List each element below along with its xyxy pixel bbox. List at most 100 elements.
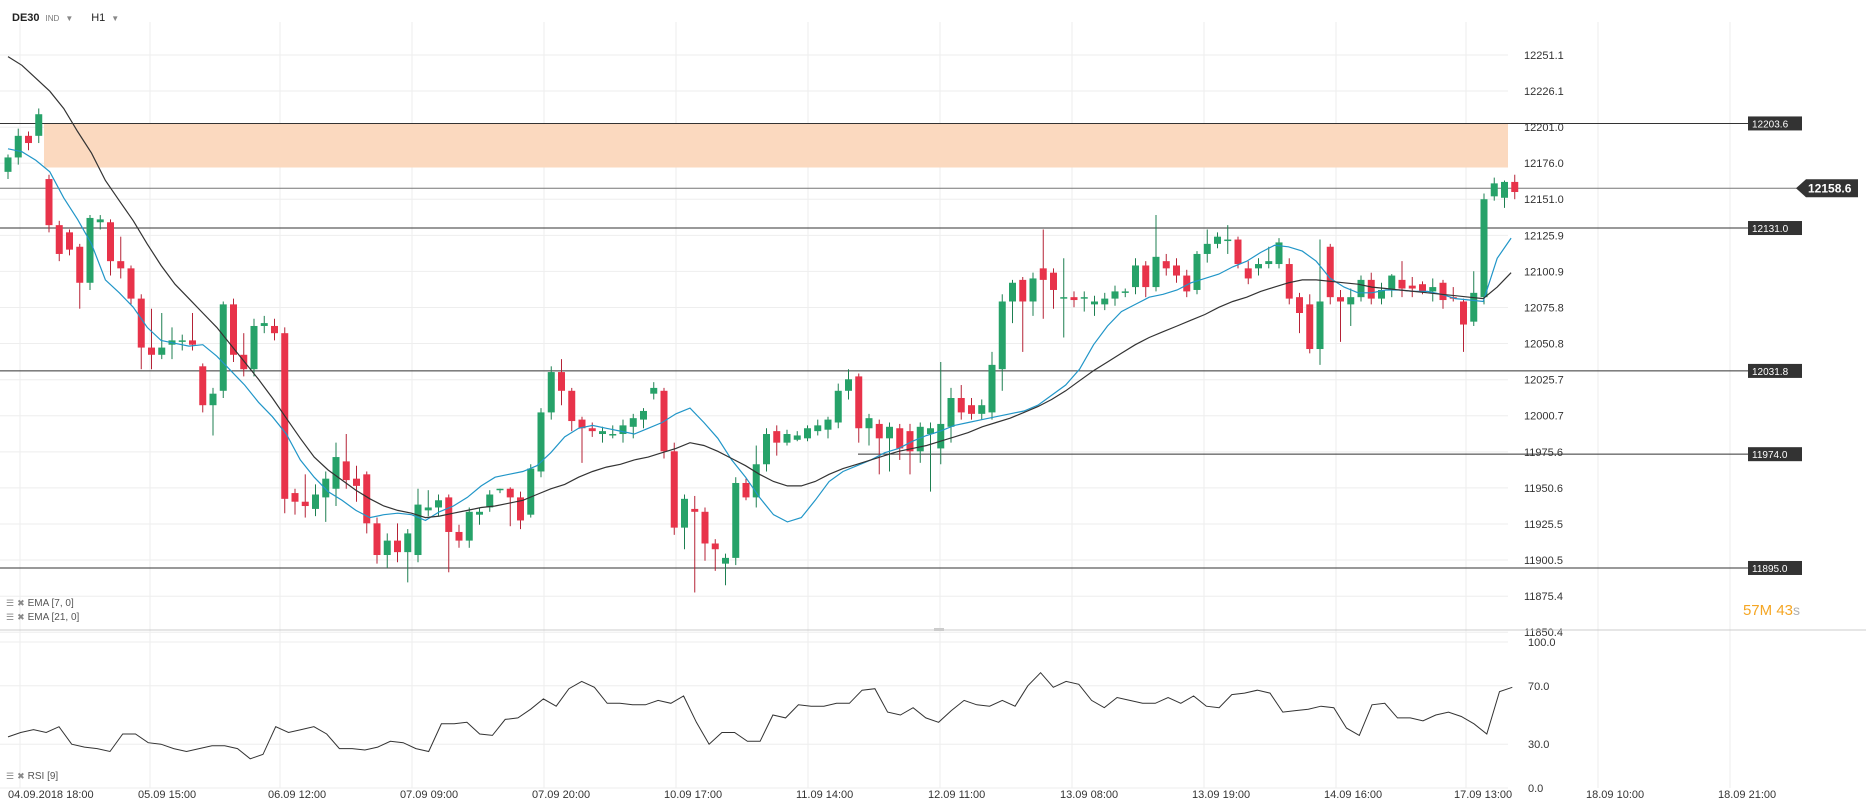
candle xyxy=(527,464,535,518)
candle xyxy=(722,553,729,586)
candle xyxy=(301,474,309,518)
candle-body xyxy=(107,222,114,262)
candle-body xyxy=(86,217,94,283)
candle-body xyxy=(1050,272,1057,290)
candle-body xyxy=(927,428,934,435)
candle xyxy=(875,419,883,475)
candle-body xyxy=(547,372,555,413)
indicator-legend-rsi[interactable]: ☰ ✖ RSI [9] xyxy=(6,771,58,782)
candle-body xyxy=(271,325,278,334)
candle xyxy=(312,484,319,517)
candle-body xyxy=(1060,297,1068,299)
settings-icon[interactable]: ☰ xyxy=(6,612,14,622)
chevron-down-icon[interactable]: ▼ xyxy=(65,13,74,23)
candle xyxy=(558,359,565,406)
candle xyxy=(404,529,412,583)
price-tick-label: 11900.5 xyxy=(1524,555,1563,567)
settings-icon[interactable]: ☰ xyxy=(6,771,14,781)
countdown-seconds-unit: s xyxy=(1793,602,1800,618)
close-icon[interactable]: ✖ xyxy=(17,612,24,622)
close-icon[interactable]: ✖ xyxy=(17,771,24,781)
candle xyxy=(1142,261,1150,298)
candle-body xyxy=(1111,291,1119,299)
candle-body xyxy=(1070,297,1078,301)
candle-body xyxy=(834,390,842,423)
candle xyxy=(681,494,688,550)
level-tag xyxy=(1748,116,1802,131)
candle xyxy=(363,471,371,534)
candle xyxy=(998,294,1006,391)
candle-body xyxy=(793,435,801,440)
price-tick-label: 12075.8 xyxy=(1524,303,1564,315)
candle-body xyxy=(681,498,688,528)
candle xyxy=(127,265,135,305)
time-tick-label: 17.09 13:00 xyxy=(1454,789,1512,801)
candle xyxy=(1070,291,1078,308)
symbol-selector[interactable]: DE30 xyxy=(12,12,40,24)
candle xyxy=(1132,258,1139,295)
candle xyxy=(1429,278,1437,302)
candle-body xyxy=(742,482,750,498)
candle-body xyxy=(1408,285,1416,289)
level-tag-label: 12203.6 xyxy=(1752,119,1789,130)
candle xyxy=(394,523,401,563)
time-tick-label: 13.09 08:00 xyxy=(1060,789,1118,801)
rsi-gridlines xyxy=(0,641,1508,789)
candle xyxy=(117,236,125,279)
candle xyxy=(588,422,596,437)
candle-body xyxy=(1306,304,1314,350)
candle xyxy=(332,442,340,507)
candle xyxy=(476,507,483,525)
time-tick-label: 14.09 16:00 xyxy=(1324,789,1382,801)
candle-body xyxy=(76,246,84,283)
candle-body xyxy=(25,135,32,144)
panel-divider-handle[interactable] xyxy=(934,628,944,631)
last-price-label: 12158.6 xyxy=(1808,181,1852,195)
candle xyxy=(1039,229,1047,319)
price-tick-label: 12100.9 xyxy=(1524,266,1564,278)
horizontal-levels[interactable] xyxy=(0,122,1750,569)
chevron-down-icon[interactable]: ▼ xyxy=(111,13,120,23)
candle xyxy=(517,491,524,530)
candle xyxy=(752,445,760,508)
candle-body xyxy=(1101,298,1109,305)
candle xyxy=(1234,236,1242,269)
candle-body xyxy=(209,393,217,406)
candle-body xyxy=(906,431,914,452)
candle xyxy=(1121,288,1129,298)
settings-icon[interactable]: ☰ xyxy=(6,598,14,608)
price-tick-label: 12050.8 xyxy=(1524,339,1564,351)
indicator-legend-ema7[interactable]: ☰ ✖ EMA [7, 0] xyxy=(6,598,74,609)
price-axis[interactable]: 12251.1 12226.1 12201.0 12176.0 12151.0 12125… xyxy=(1524,50,1564,639)
candle xyxy=(1255,258,1262,276)
candle-body xyxy=(701,511,709,544)
indicator-legend-ema21[interactable]: ☰ ✖ EMA [21, 0] xyxy=(6,612,79,623)
last-price-tag-bg xyxy=(1796,179,1858,198)
price-tick-label: 11875.4 xyxy=(1524,591,1563,603)
rsi-tick-label: 30.0 xyxy=(1528,739,1549,751)
candle xyxy=(342,434,350,489)
ema21-label: EMA [21, 0] xyxy=(27,612,80,623)
candle-body xyxy=(609,434,617,436)
candle-body xyxy=(640,410,647,420)
last-price-tag: 12158.6 xyxy=(1796,179,1858,198)
time-axis[interactable]: 04.09.2018 18:00 05.09 15:00 06.09 12:00 07… xyxy=(8,789,1776,801)
time-tick-label: 18.09 21:00 xyxy=(1718,789,1776,801)
candle-body xyxy=(896,428,904,449)
close-icon[interactable]: ✖ xyxy=(17,598,24,608)
candle-body xyxy=(1388,275,1396,290)
candle-body xyxy=(45,179,53,226)
candle xyxy=(1029,272,1037,316)
timeframe-selector[interactable]: H1 xyxy=(91,12,106,24)
candle-body xyxy=(66,232,73,250)
candle xyxy=(209,387,217,436)
candle xyxy=(937,361,945,465)
candle xyxy=(506,487,514,527)
candle xyxy=(455,524,463,548)
candle-body xyxy=(219,304,227,391)
candle xyxy=(793,431,801,442)
candle-body xyxy=(752,464,760,498)
candle-body xyxy=(455,531,463,541)
rsi-label: RSI [9] xyxy=(27,771,59,782)
candle xyxy=(886,422,893,472)
